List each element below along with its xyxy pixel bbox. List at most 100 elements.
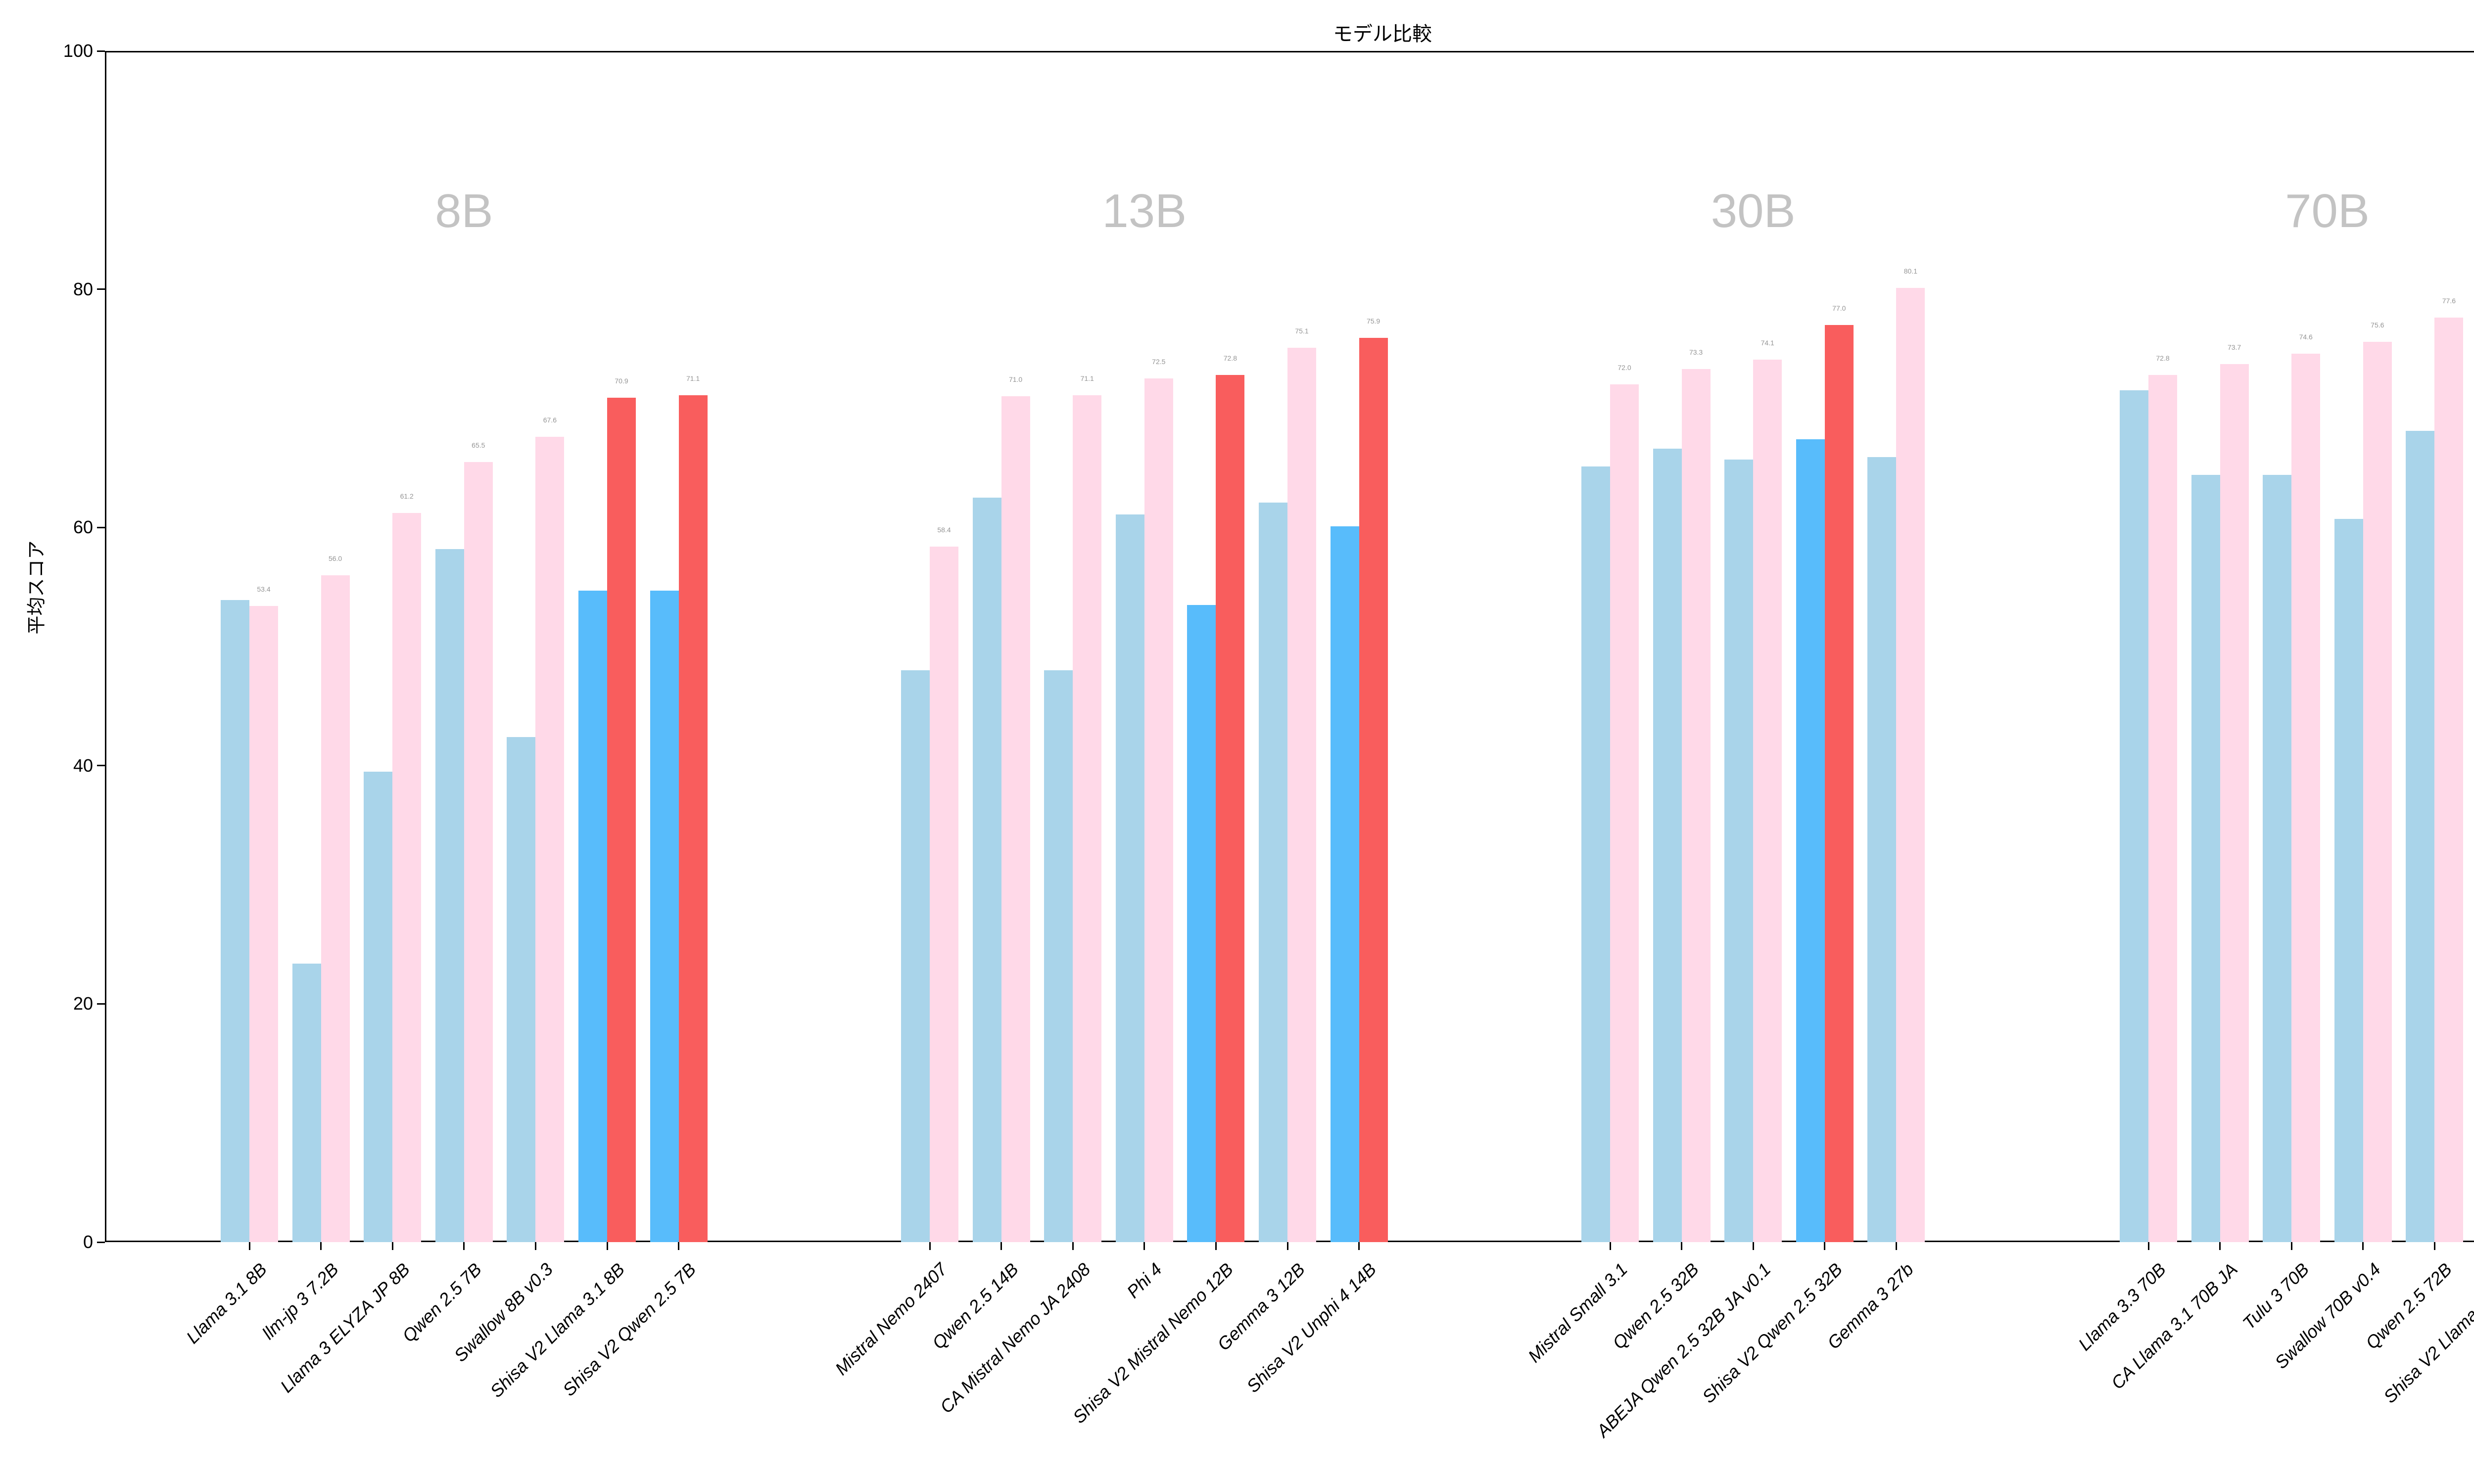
bar-japanese — [249, 606, 278, 1242]
bar-english — [1330, 526, 1359, 1242]
chart-title: モデル比較 — [1333, 23, 1432, 45]
bar-value-label: 75.9 — [1366, 317, 1380, 325]
y-tick-label: 20 — [73, 993, 93, 1014]
x-tick-mark — [1143, 1242, 1145, 1250]
x-tick-mark — [1895, 1242, 1897, 1250]
bar-japanese — [1073, 395, 1102, 1242]
x-tick-mark — [1000, 1242, 1002, 1250]
bar-value-label: 72.8 — [1223, 354, 1237, 362]
bar-japanese — [321, 575, 350, 1242]
bar-english — [1187, 604, 1216, 1242]
bar-english — [972, 498, 1001, 1242]
bar-value-label: 74.1 — [1760, 338, 1774, 347]
bar-japanese — [1287, 347, 1316, 1242]
group-size-label: 13B — [1102, 185, 1187, 237]
x-tick-mark — [606, 1242, 608, 1250]
bar-english — [1796, 439, 1825, 1242]
bar-value-label: 70.9 — [615, 376, 628, 385]
bar-japanese — [2363, 341, 2392, 1242]
y-tick-mark — [97, 288, 105, 290]
bar-english — [221, 600, 249, 1242]
bar-japanese — [930, 546, 958, 1242]
bar-english — [2263, 475, 2292, 1242]
bar-value-label: 53.4 — [257, 585, 271, 594]
y-tick-mark — [97, 1241, 105, 1243]
bar-english — [507, 737, 536, 1242]
bar-english — [435, 549, 464, 1242]
bar-value-label: 61.2 — [400, 492, 414, 501]
bar-english — [1044, 670, 1073, 1242]
bar-japanese — [2434, 318, 2464, 1242]
x-tick-label: Mistral Small 3.1 — [1523, 1259, 1631, 1367]
bar-japanese — [2220, 364, 2249, 1242]
bar-value-label: 58.4 — [937, 525, 951, 534]
x-tick-mark — [678, 1242, 680, 1250]
x-tick-label: Llama 3 ELYZA JP 8B — [276, 1259, 414, 1397]
bar-value-label: 56.0 — [328, 554, 342, 562]
x-tick-label: Mistral Nemo 2407 — [831, 1259, 951, 1379]
y-tick-label: 40 — [73, 755, 93, 776]
bar-value-label: 71.1 — [1080, 374, 1094, 382]
bar-value-label: 72.8 — [2156, 354, 2170, 362]
bar-value-label: 77.6 — [2442, 297, 2456, 305]
bar-english — [2334, 519, 2363, 1242]
y-tick-mark — [97, 50, 105, 52]
bar-value-label: 71.1 — [686, 374, 700, 382]
bar-japanese — [1681, 369, 1711, 1242]
group-size-label: 30B — [1711, 185, 1796, 237]
bar-value-label: 65.5 — [472, 441, 485, 449]
bar-english — [292, 963, 321, 1242]
x-tick-mark — [2147, 1242, 2149, 1250]
bar-japanese — [1144, 378, 1173, 1242]
y-tick-label: 100 — [63, 41, 93, 61]
bar-english — [901, 670, 930, 1242]
y-tick-mark — [97, 526, 105, 528]
bar-value-label: 75.1 — [1295, 326, 1309, 335]
bar-japanese — [1896, 288, 1925, 1242]
x-tick-label: CA Mistral Nemo JA 2408 — [936, 1259, 1094, 1417]
bar-value-label: 73.3 — [1689, 348, 1703, 356]
bar-english — [2406, 431, 2435, 1242]
x-tick-mark — [391, 1242, 393, 1250]
y-axis-label: 平均スコア — [26, 540, 48, 635]
bar-japanese — [1610, 384, 1639, 1242]
bar-value-label: 77.0 — [1832, 304, 1846, 312]
y-tick-label: 0 — [83, 1232, 93, 1252]
bar-english — [1581, 466, 1610, 1242]
bar-english — [1724, 459, 1754, 1242]
bar-japanese — [2291, 353, 2321, 1242]
bar-english — [2191, 475, 2220, 1242]
bar-japanese — [607, 397, 636, 1242]
bar-value-label: 72.5 — [1152, 358, 1166, 366]
x-tick-mark — [2362, 1242, 2364, 1250]
bar-japanese — [678, 395, 708, 1242]
x-tick-label: Shisa V2 Unphi 4 14B — [1242, 1259, 1380, 1397]
x-tick-label: Shisa V2 Qwen 2.5 7B — [559, 1259, 700, 1400]
x-tick-mark — [1824, 1242, 1826, 1250]
bar-japanese — [1216, 374, 1245, 1242]
bar-english — [2120, 390, 2148, 1242]
y-tick-label: 60 — [73, 517, 93, 538]
bar-value-label: 72.0 — [1618, 364, 1631, 372]
x-tick-label: CA Llama 3.1 70B JA — [2107, 1259, 2241, 1393]
bar-value-label: 71.0 — [1008, 375, 1023, 384]
bar-value-label: 67.6 — [543, 416, 557, 424]
x-tick-mark — [1072, 1242, 1074, 1250]
bar-english — [364, 771, 393, 1242]
x-tick-mark — [1681, 1242, 1683, 1250]
group-size-label: 70B — [2285, 185, 2370, 237]
bar-value-label: 80.1 — [1903, 267, 1918, 276]
bar-value-label: 74.6 — [2299, 332, 2313, 341]
bar-japanese — [2148, 374, 2177, 1242]
x-tick-label: Phi 4 — [1122, 1259, 1166, 1302]
group-size-label: 8B — [435, 185, 493, 237]
x-tick-label: Shisa V2 Llama 3.1 8B — [486, 1259, 628, 1401]
bar-value-label: 73.7 — [2227, 343, 2241, 352]
x-tick-mark — [320, 1242, 322, 1250]
x-tick-mark — [463, 1242, 465, 1250]
bar-english — [650, 590, 679, 1242]
bar-japanese — [1824, 325, 1854, 1242]
bar-english — [578, 590, 607, 1242]
y-tick-label: 80 — [73, 278, 93, 299]
